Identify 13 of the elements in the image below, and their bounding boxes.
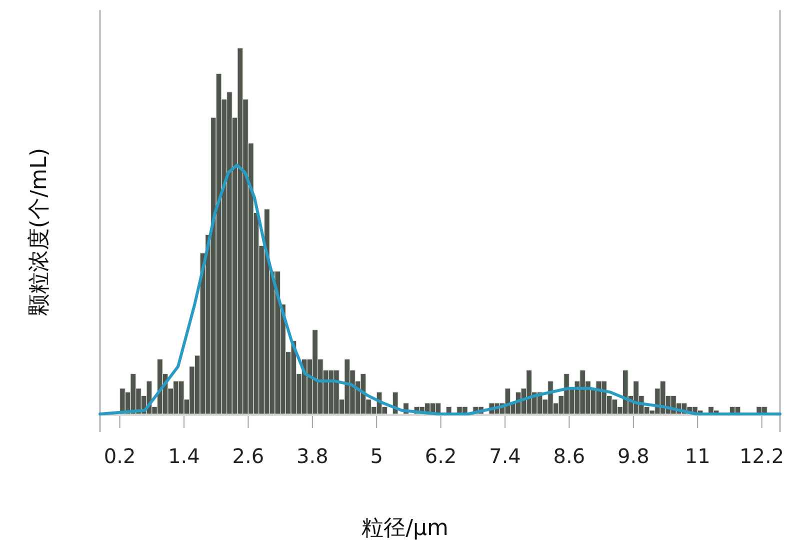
y-axis-title: 颗粒浓度(个/mL) [27, 148, 52, 316]
x-tick-label: 7.4 [489, 444, 521, 468]
x-tick-label: 8.6 [553, 444, 586, 468]
x-tick-label: 11 [684, 444, 710, 468]
x-tick-label: 1.4 [168, 444, 200, 468]
x-tick-label: 0.2 [104, 444, 136, 468]
x-tick-label: 2.6 [232, 444, 264, 468]
x-tick-label: 9.8 [618, 444, 650, 468]
x-tick-label: 12.2 [740, 444, 784, 468]
x-tick-label: 6.2 [424, 444, 457, 468]
x-axis-title: 粒径/μm [362, 516, 448, 541]
x-tick-label: 5 [370, 444, 383, 468]
x-tick-label: 3.8 [296, 444, 328, 468]
